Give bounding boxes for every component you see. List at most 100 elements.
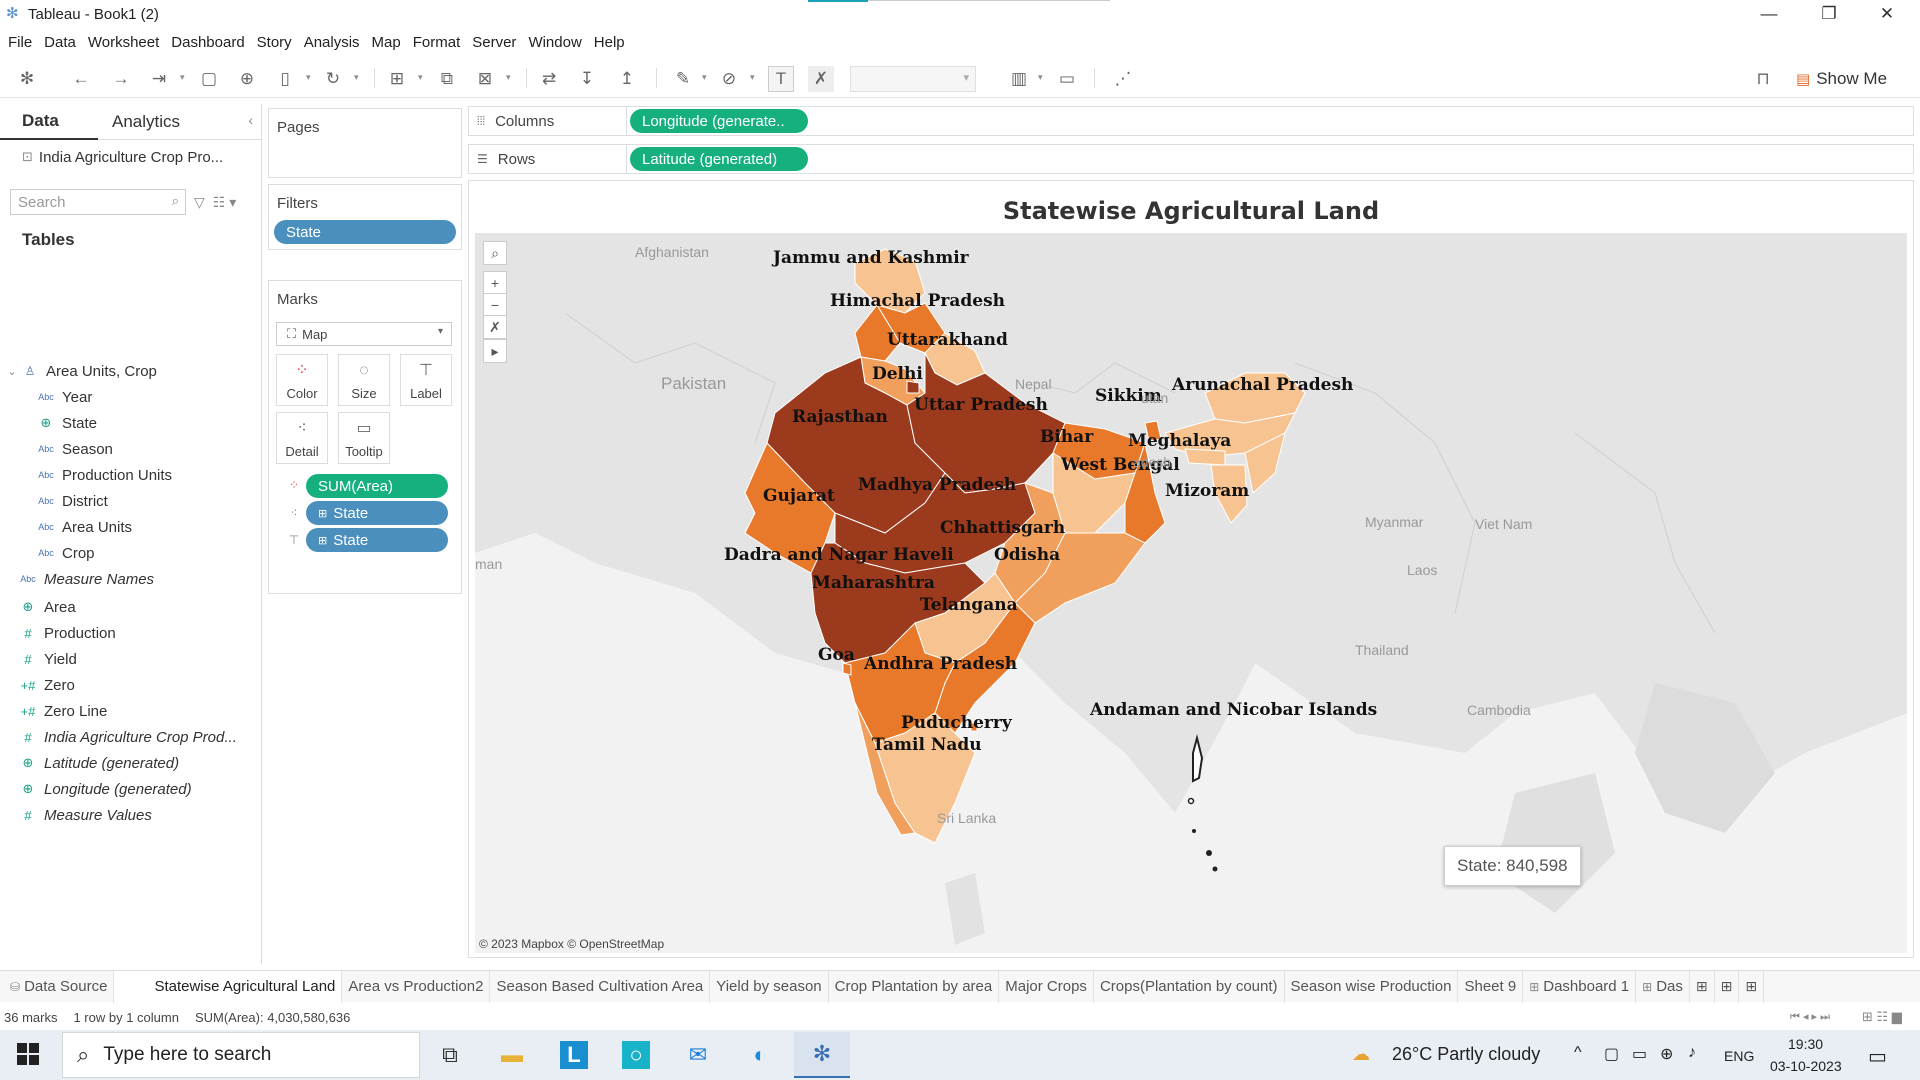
sheet-tab-das[interactable]: ⊞ Das xyxy=(1636,970,1690,1003)
datasource-item[interactable]: ⊡ India Agriculture Crop Pro... xyxy=(0,140,261,174)
fit-dropdown[interactable] xyxy=(850,66,976,92)
mark-type-dropdown[interactable]: ⛶ Map ▾ xyxy=(276,322,452,346)
group-icon[interactable]: ⊘ xyxy=(721,69,737,88)
tableau-taskbar-icon[interactable]: ✻ xyxy=(794,1032,850,1078)
filter-icon[interactable]: ▽ xyxy=(194,193,205,210)
mail-icon[interactable]: ✉ xyxy=(688,1042,708,1067)
minimize-icon[interactable]: — xyxy=(1760,4,1778,23)
collapse-pane-icon[interactable]: ‹ xyxy=(248,112,253,128)
menu-worksheet[interactable]: Worksheet xyxy=(87,33,160,51)
state-tripura-mizoram[interactable] xyxy=(1210,464,1248,524)
undo-icon[interactable]: ← xyxy=(72,69,90,88)
tab-data[interactable]: Data xyxy=(0,104,98,140)
state-meghalaya[interactable] xyxy=(1184,448,1226,466)
new-datasource-icon[interactable]: ⊕ xyxy=(239,69,255,88)
menu-server[interactable]: Server xyxy=(472,33,517,51)
show-me-button[interactable]: ▤ Show Me xyxy=(1796,64,1887,94)
state-delhi[interactable] xyxy=(906,380,920,394)
field-season[interactable]: Abc Season xyxy=(0,436,258,462)
state-punjab[interactable] xyxy=(854,304,901,362)
windows-start-icon[interactable] xyxy=(16,1042,40,1066)
state-jammu-and-kashmir[interactable] xyxy=(854,248,926,314)
redo-icon[interactable]: → xyxy=(112,69,130,88)
zoom-in-icon[interactable]: + xyxy=(483,271,507,295)
show-labels-icon[interactable]: T xyxy=(768,66,794,92)
new-worksheet-icon[interactable]: ⊞ xyxy=(1690,970,1715,1003)
field-state[interactable]: ⊕ State xyxy=(0,410,258,436)
tooltip-button[interactable]: ▭ Tooltip xyxy=(338,412,390,464)
field-production-units[interactable]: Abc Production Units xyxy=(0,462,258,488)
filter-pill-state[interactable]: State xyxy=(274,220,456,244)
menu-format[interactable]: Format xyxy=(412,33,461,51)
new-story-icon[interactable]: ⊞ xyxy=(1739,970,1765,1003)
weather-text[interactable]: 26°C Partly cloudy xyxy=(1392,1044,1541,1064)
sheet-nav-icons[interactable]: ⏮ ◂ ▸ ⏭ xyxy=(1790,1011,1831,1023)
pages-card[interactable]: Pages xyxy=(268,108,462,178)
table-group-area-units-crop[interactable]: ⌄ ♙ Area Units, Crop xyxy=(0,358,258,384)
sort-desc-icon[interactable]: ↥ xyxy=(619,69,635,88)
new-worksheet-icon[interactable]: ⊞ xyxy=(389,69,405,88)
expand-toolbar-icon[interactable]: ▸ xyxy=(483,339,507,363)
label-button[interactable]: ⊤ Label xyxy=(400,354,452,406)
state-nagaland-manipur[interactable] xyxy=(1244,432,1286,494)
sheet-tab-crop-plantation-by-area[interactable]: Crop Plantation by area xyxy=(829,970,1000,1003)
sort-asc-icon[interactable]: ↧ xyxy=(579,69,595,88)
volume-icon[interactable]: ♪ xyxy=(1688,1044,1696,1061)
field-zero-line[interactable]: +# Zero Line xyxy=(0,698,258,724)
tab-analytics[interactable]: Analytics xyxy=(112,112,181,131)
view-options-icon[interactable]: ☷ ▾ xyxy=(212,193,237,210)
tableau-icon[interactable]: ✻ xyxy=(19,69,35,88)
task-view-icon[interactable]: ⧉ xyxy=(442,1042,458,1067)
sheet-tab-season-based-cultivation-area[interactable]: Season Based Cultivation Area xyxy=(490,970,711,1003)
restore-icon[interactable]: ❐ xyxy=(1821,4,1837,23)
menu-map[interactable]: Map xyxy=(371,33,401,51)
state-sikkim[interactable] xyxy=(1144,420,1162,442)
state-goa[interactable] xyxy=(842,662,852,676)
duplicate-icon[interactable]: ⧉ xyxy=(440,69,454,88)
tray-device-icon[interactable]: ▢ xyxy=(1604,1046,1620,1063)
menu-dashboard[interactable]: Dashboard xyxy=(171,33,245,51)
encoding-pill-state-label[interactable]: ⊞ State xyxy=(306,528,448,552)
reset-map-icon[interactable]: ✗ xyxy=(483,315,507,339)
language-indicator[interactable]: ENG xyxy=(1724,1048,1755,1064)
state-odisha[interactable] xyxy=(1014,532,1146,624)
field-measure-values[interactable]: # Measure Values xyxy=(0,802,258,828)
close-icon[interactable]: ✕ xyxy=(1879,4,1895,23)
size-button[interactable]: ◌ Size xyxy=(338,354,390,406)
replace-data-icon[interactable]: ⇥ xyxy=(151,69,167,88)
taskbar-search-input[interactable]: ⌕ Type here to search xyxy=(62,1032,420,1078)
menu-story[interactable]: Story xyxy=(256,33,292,51)
field-area-units[interactable]: Abc Area Units xyxy=(0,514,258,540)
sheet-tab-crops-plantation-by-count[interactable]: Crops(Plantation by count) xyxy=(1094,970,1285,1003)
field-india-agriculture-crop-prod[interactable]: # India Agriculture Crop Prod... xyxy=(0,724,258,750)
app-l-icon[interactable]: L xyxy=(546,1032,602,1078)
color-button[interactable]: ⁘ Color xyxy=(276,354,328,406)
encoding-pill-state-detail[interactable]: ⊞ State xyxy=(306,501,448,525)
map-search-icon[interactable]: ⌕ xyxy=(483,241,507,265)
field-zero[interactable]: +# Zero xyxy=(0,672,258,698)
tray-chevron-icon[interactable]: ^ xyxy=(1574,1044,1582,1061)
app-o-icon[interactable]: ○ xyxy=(608,1032,664,1078)
menu-file[interactable]: File xyxy=(8,33,33,51)
field-latitude-generated[interactable]: ⊕ Latitude (generated) xyxy=(0,750,258,776)
state-puducherry[interactable] xyxy=(970,722,978,732)
notifications-icon[interactable]: ▭ xyxy=(1868,1046,1887,1068)
menu-help[interactable]: Help xyxy=(593,33,625,51)
edge-browser-icon[interactable]: ◐ xyxy=(753,1042,767,1067)
state-west-bengal[interactable] xyxy=(1124,441,1166,544)
field-district[interactable]: Abc District xyxy=(0,488,258,514)
clock-time[interactable]: 19:30 xyxy=(1788,1036,1824,1052)
sheet-tab-major-crops[interactable]: Major Crops xyxy=(999,970,1094,1003)
field-yield[interactable]: # Yield xyxy=(0,646,258,672)
detail-button[interactable]: ⁖ Detail xyxy=(276,412,328,464)
map[interactable]: Jammu and Kashmir Himachal Pradesh Uttarak… xyxy=(475,233,1907,953)
sheet-tab-season-wise-production[interactable]: Season wise Production xyxy=(1285,970,1459,1003)
zoom-out-icon[interactable]: − xyxy=(483,293,507,317)
presentation-icon[interactable]: ▥ xyxy=(1010,69,1028,88)
menu-analysis[interactable]: Analysis xyxy=(303,33,360,51)
andaman-islands[interactable] xyxy=(1187,734,1218,872)
sheet-tab-dashboard-1[interactable]: ⊞ Dashboard 1 xyxy=(1523,970,1637,1003)
map-canvas[interactable]: Jammu and Kashmir Himachal Pradesh Uttarak… xyxy=(475,233,1907,953)
battery-icon[interactable]: ▭ xyxy=(1632,1046,1648,1063)
refresh-icon[interactable]: ↻ xyxy=(325,69,341,88)
